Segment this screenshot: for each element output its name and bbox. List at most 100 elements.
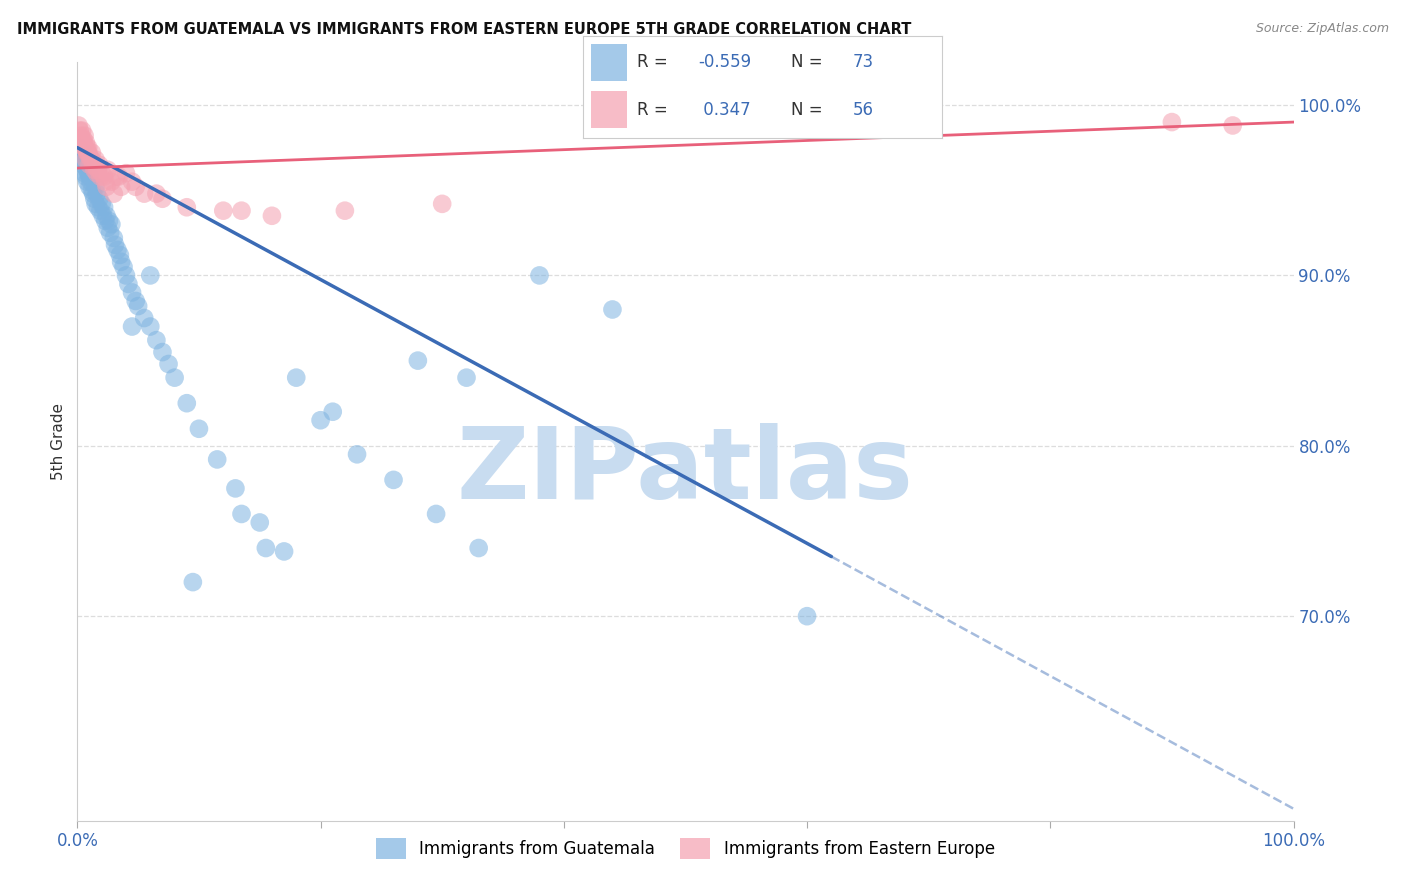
Point (76, 162, 98, 177)
Point (285, 370, 308, 384)
Point (231, 507, 253, 521)
Point (89, 192, 111, 206)
Point (456, 370, 478, 384)
Point (1222, 119, 1244, 133)
Point (127, 299, 149, 313)
Point (107, 169, 129, 184)
Point (121, 175, 143, 189)
Point (602, 302, 624, 317)
Text: IMMIGRANTS FROM GUATEMALA VS IMMIGRANTS FROM EASTERN EUROPE 5TH GRADE CORRELATIO: IMMIGRANTS FROM GUATEMALA VS IMMIGRANTS … (17, 22, 911, 37)
Point (94, 175, 117, 189)
Point (73, 128, 96, 143)
Point (83, 162, 105, 177)
Point (80, 183, 103, 197)
Text: N =: N = (792, 54, 828, 71)
Point (69, 145, 91, 160)
Point (163, 370, 186, 384)
Point (110, 254, 132, 268)
Point (82, 158, 104, 172)
Point (1161, 115, 1184, 129)
Point (125, 293, 148, 308)
Point (98, 226, 121, 240)
Point (75, 136, 97, 150)
Point (406, 353, 429, 368)
Point (90, 197, 112, 211)
Point (73, 141, 96, 155)
Point (333, 203, 356, 218)
Point (79, 169, 101, 184)
Point (103, 231, 125, 245)
Point (467, 541, 489, 555)
Point (139, 319, 162, 334)
Point (80, 145, 103, 160)
Point (80, 175, 103, 189)
Point (212, 203, 235, 218)
Point (89, 169, 111, 184)
Text: ZIPatlas: ZIPatlas (457, 424, 914, 520)
Point (76, 141, 98, 155)
Point (87, 162, 110, 177)
Point (69, 123, 91, 137)
Bar (591, 44, 627, 81)
Point (72, 145, 94, 160)
Point (134, 186, 156, 201)
Point (254, 541, 277, 555)
Point (83, 192, 105, 206)
Point (205, 452, 228, 467)
Point (108, 248, 131, 262)
Point (96, 209, 118, 223)
Point (94, 214, 117, 228)
Point (70, 123, 93, 137)
Point (70, 136, 93, 150)
Point (107, 243, 129, 257)
Point (93, 169, 115, 184)
Point (84, 179, 107, 194)
Point (425, 507, 447, 521)
Point (91, 209, 114, 223)
Point (273, 544, 295, 558)
Point (89, 203, 111, 218)
Point (76, 145, 98, 160)
Y-axis label: 5th Grade: 5th Grade (51, 403, 66, 480)
Point (76, 175, 98, 189)
Point (90, 166, 112, 180)
Point (70, 128, 93, 143)
Point (75, 169, 97, 184)
Point (529, 268, 551, 283)
Point (75, 153, 97, 167)
Point (260, 209, 283, 223)
Point (430, 197, 453, 211)
Point (67, 141, 90, 155)
Point (86, 186, 108, 201)
Point (152, 345, 174, 359)
Point (84, 153, 107, 167)
Text: 73: 73 (852, 54, 873, 71)
Point (73, 141, 96, 155)
Point (97, 214, 120, 228)
Point (70, 132, 93, 146)
Point (188, 422, 211, 436)
Point (157, 357, 180, 371)
Text: 56: 56 (852, 101, 873, 119)
Point (112, 260, 135, 274)
Legend: Immigrants from Guatemala, Immigrants from Eastern Europe: Immigrants from Guatemala, Immigrants fr… (370, 831, 1001, 865)
Point (67, 119, 90, 133)
Text: Source: ZipAtlas.com: Source: ZipAtlas.com (1256, 22, 1389, 36)
Point (115, 268, 138, 283)
Point (82, 186, 104, 201)
Point (105, 169, 128, 184)
Point (97, 162, 120, 177)
Point (145, 186, 167, 201)
Point (70, 149, 93, 163)
Point (87, 200, 110, 214)
Point (110, 179, 132, 194)
Point (73, 166, 96, 180)
Point (249, 516, 271, 530)
Text: R =: R = (637, 54, 673, 71)
Point (89, 158, 111, 172)
Point (76, 144, 98, 158)
Point (134, 311, 156, 326)
Point (139, 268, 162, 283)
Point (72, 136, 94, 150)
Point (77, 141, 100, 155)
